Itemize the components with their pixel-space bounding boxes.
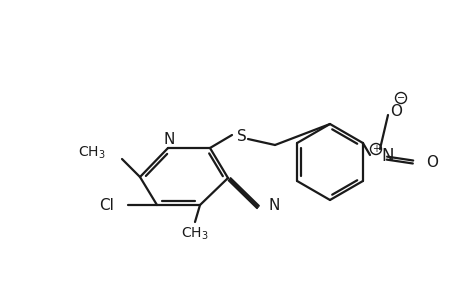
Text: O: O	[425, 154, 437, 169]
Text: S: S	[236, 128, 246, 143]
Text: N: N	[163, 131, 174, 146]
Text: Cl: Cl	[99, 197, 114, 212]
Text: CH$_3$: CH$_3$	[181, 226, 208, 242]
Text: O: O	[389, 103, 401, 118]
Text: +: +	[371, 144, 379, 154]
Text: N: N	[269, 199, 280, 214]
Text: CH$_3$: CH$_3$	[78, 145, 106, 161]
Text: −: −	[396, 93, 404, 103]
Text: N: N	[380, 147, 392, 165]
